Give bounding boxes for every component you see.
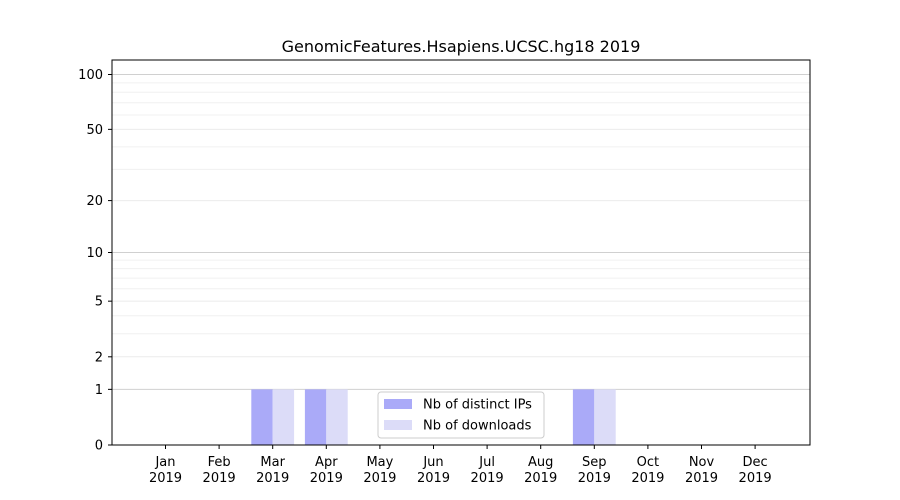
x-tick-label: Jan [154, 455, 175, 470]
legend-label: Nb of distinct IPs [423, 398, 532, 413]
y-tick-label: 0 [95, 439, 103, 454]
legend-box [377, 391, 545, 439]
y-tick-label: 1 [95, 383, 103, 398]
x-tick-sublabel: 2019 [363, 471, 396, 486]
bars [251, 389, 616, 445]
x-tick-label: Oct [637, 455, 659, 470]
bar-distinct-ips-sep [572, 389, 595, 445]
y-tick-label: 100 [78, 68, 103, 83]
bar-downloads-apr [326, 389, 348, 445]
x-tick-sublabel: 2019 [149, 471, 182, 486]
bar-downloads-sep [594, 389, 616, 445]
x-tick-sublabel: 2019 [631, 471, 664, 486]
x-tick-sublabel: 2019 [417, 471, 450, 486]
y-tick-label: 5 [95, 295, 103, 310]
y-axis: 0 1 2 5 10 20 50 100 [78, 68, 112, 454]
legend-label: Nb of downloads [423, 419, 532, 434]
x-tick-sublabel: 2019 [739, 471, 772, 486]
legend: Nb of distinct IPs Nb of downloads [377, 391, 545, 439]
x-tick-sublabel: 2019 [203, 471, 236, 486]
x-tick-label: Aug [528, 455, 553, 470]
x-tick-sublabel: 2019 [524, 471, 557, 486]
chart-title: GenomicFeatures.Hsapiens.UCSC.hg18 2019 [282, 37, 641, 56]
x-tick-label: Jul [478, 455, 495, 470]
x-tick-sublabel: 2019 [310, 471, 343, 486]
bar-distinct-ips-apr [304, 389, 327, 445]
y-tick-label: 2 [95, 350, 103, 365]
bar-downloads-mar [272, 389, 295, 445]
x-tick-sublabel: 2019 [256, 471, 289, 486]
x-tick-label: Feb [208, 455, 231, 470]
x-tick-label: Apr [315, 455, 338, 470]
x-tick-label: May [366, 455, 393, 470]
y-tick-label: 20 [86, 194, 103, 209]
y-tick-label: 10 [86, 246, 103, 261]
x-tick-sublabel: 2019 [685, 471, 718, 486]
legend-swatch [384, 399, 412, 409]
x-tick-label: Sep [582, 455, 607, 470]
y-tick-label: 50 [86, 123, 103, 138]
x-tick-sublabel: 2019 [471, 471, 504, 486]
grid [112, 74, 810, 446]
x-tick-label: Mar [260, 455, 285, 470]
x-tick-label: Nov [689, 455, 715, 470]
x-tick-sublabel: 2019 [578, 471, 611, 486]
legend-swatch [384, 420, 412, 430]
bar-distinct-ips-mar [251, 389, 273, 445]
x-tick-label: Dec [743, 455, 768, 470]
x-tick-label: Jun [422, 455, 443, 470]
x-axis: Jan2019Feb2019Mar2019Apr2019May2019Jun20… [149, 445, 772, 486]
